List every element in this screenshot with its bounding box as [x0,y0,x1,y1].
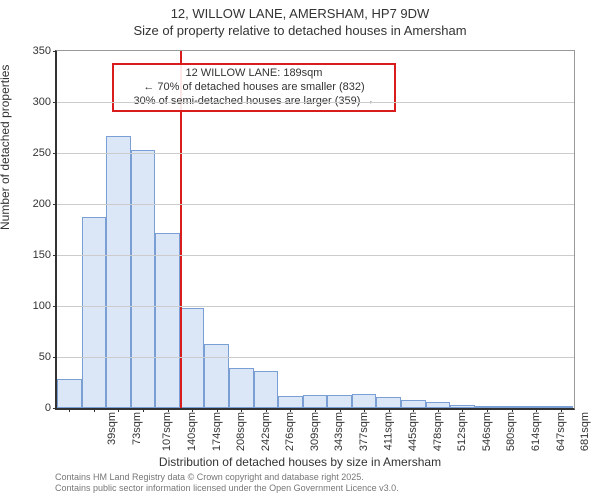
histogram-bar [376,397,401,408]
histogram-bar [303,395,328,408]
gridline [57,102,574,103]
histogram-bar [82,217,107,408]
y-tick-mark [53,306,57,307]
x-tick-mark [536,408,537,412]
y-tick-label: 0 [45,402,51,414]
y-axis-label: Number of detached properties [0,65,12,230]
x-tick-mark [561,408,562,412]
x-tick-mark [266,408,267,412]
histogram-bar [155,233,180,408]
x-tick-label: 174sqm [211,412,223,451]
x-tick-mark [290,408,291,412]
y-tick-label: 200 [33,198,51,210]
y-tick-mark [53,51,57,52]
y-tick-label: 350 [33,45,51,57]
gridline [57,153,574,154]
x-tick-mark [118,408,119,412]
x-tick-label: 614sqm [530,412,542,451]
x-tick-label: 445sqm [407,412,419,451]
y-tick-label: 250 [33,147,51,159]
y-tick-label: 50 [39,351,51,363]
credits: Contains HM Land Registry data © Crown c… [55,472,399,494]
y-tick-mark [53,357,57,358]
histogram-bar [254,371,279,408]
x-tick-mark [512,408,513,412]
histogram-bar [106,136,131,408]
annotation-line-2: ← 70% of detached houses are smaller (83… [120,81,388,95]
x-tick-label: 343sqm [334,412,346,451]
x-tick-label: 647sqm [555,412,567,451]
gridline [57,357,574,358]
x-tick-label: 411sqm [382,412,394,450]
histogram-bar [57,379,82,408]
x-tick-mark [69,408,70,412]
x-tick-mark [241,408,242,412]
x-tick-mark [168,408,169,412]
page: 12, WILLOW LANE, AMERSHAM, HP7 9DW Size … [0,0,600,500]
y-tick-mark [53,408,57,409]
x-tick-label: 73sqm [131,412,143,445]
histogram-bar [131,150,156,408]
histogram-bar [278,396,303,408]
gridline [57,255,574,256]
y-tick-label: 150 [33,249,51,261]
x-tick-label: 377sqm [358,412,370,451]
gridline [57,306,574,307]
x-tick-label: 39sqm [106,412,118,445]
annotation-line-1: 12 WILLOW LANE: 189sqm [120,67,388,81]
x-tick-label: 546sqm [481,412,493,451]
y-tick-label: 100 [33,300,51,312]
x-tick-label: 107sqm [162,412,174,451]
credits-line-2: Contains public sector information licen… [55,483,399,494]
x-tick-label: 276sqm [284,412,296,451]
histogram-bar [401,400,426,408]
x-tick-label: 140sqm [186,412,198,451]
x-tick-label: 478sqm [432,412,444,451]
histogram-bar [327,395,352,408]
x-tick-mark [487,408,488,412]
histogram-bar [229,368,254,408]
title-line-2: Size of property relative to detached ho… [0,23,600,38]
credits-line-1: Contains HM Land Registry data © Crown c… [55,472,399,483]
x-tick-mark [389,408,390,412]
y-tick-mark [53,204,57,205]
x-tick-mark [364,408,365,412]
x-tick-mark [315,408,316,412]
histogram-bar [180,308,205,408]
y-tick-mark [53,255,57,256]
x-tick-mark [462,408,463,412]
x-tick-label: 309sqm [309,412,321,451]
x-tick-label: 681sqm [579,412,591,451]
y-tick-mark [53,102,57,103]
plot-area: 12 WILLOW LANE: 189sqm ← 70% of detached… [55,50,575,410]
x-tick-label: 208sqm [235,412,247,451]
x-tick-mark [143,408,144,412]
x-tick-mark [192,408,193,412]
x-tick-label: 242sqm [260,412,272,451]
x-tick-label: 512sqm [456,412,468,451]
histogram-bar [352,394,377,408]
x-tick-mark [413,408,414,412]
histogram-bar [204,344,229,408]
x-tick-mark [217,408,218,412]
gridline [57,204,574,205]
x-tick-label: 580sqm [506,412,518,451]
x-tick-mark [94,408,95,412]
chart-title: 12, WILLOW LANE, AMERSHAM, HP7 9DW Size … [0,6,600,38]
x-axis-label: Distribution of detached houses by size … [0,455,600,469]
title-line-1: 12, WILLOW LANE, AMERSHAM, HP7 9DW [0,6,600,21]
x-tick-mark [438,408,439,412]
x-tick-mark [340,408,341,412]
y-tick-label: 300 [33,96,51,108]
y-tick-mark [53,153,57,154]
annotation-box: 12 WILLOW LANE: 189sqm ← 70% of detached… [112,63,396,112]
